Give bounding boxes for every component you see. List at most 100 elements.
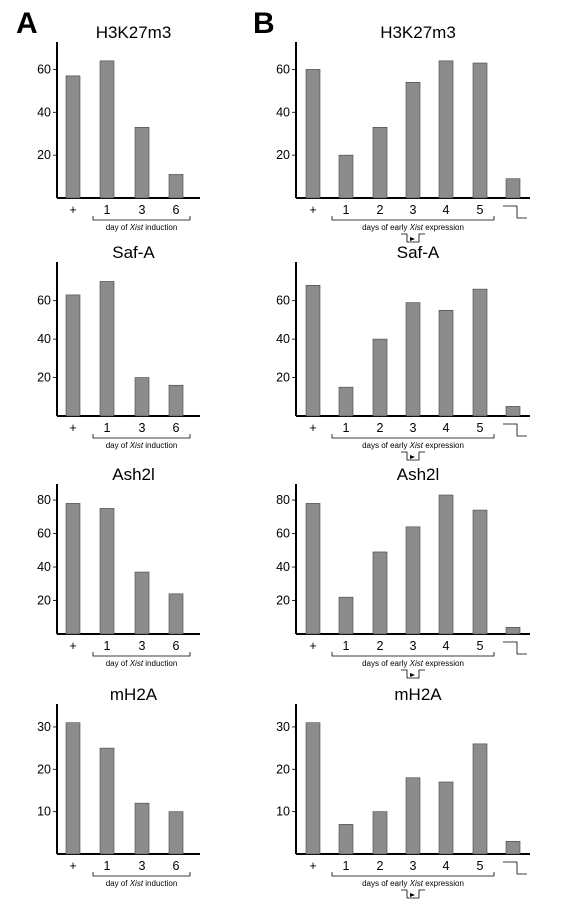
y-tick-label: 30 — [276, 720, 290, 734]
bar — [438, 60, 454, 199]
x-tick-label: + — [309, 639, 316, 653]
y-tick-label: 20 — [37, 371, 51, 385]
x-tick-label: 5 — [477, 639, 484, 653]
bar — [305, 69, 321, 199]
chart-title: mH2A — [110, 685, 158, 704]
x-tick-label: 2 — [377, 203, 384, 217]
step-symbol — [503, 423, 527, 437]
bar — [505, 406, 521, 417]
x-tick-label: 3 — [139, 859, 146, 873]
bar — [134, 802, 150, 855]
x-axis-label: days of early Xist expression — [362, 659, 464, 668]
category-bracket — [92, 872, 191, 877]
y-tick-label: 30 — [37, 720, 51, 734]
category-bracket — [92, 216, 191, 221]
x-tick-label: 4 — [443, 639, 450, 653]
bar — [134, 571, 150, 635]
x-tick-label: + — [69, 421, 76, 435]
y-tick-label: 10 — [37, 805, 51, 819]
x-tick-label: 1 — [104, 421, 111, 435]
bar — [305, 284, 321, 417]
y-tick-label: 60 — [276, 62, 290, 76]
bar — [65, 75, 81, 199]
panel-label-b: B — [253, 7, 275, 40]
chart-b-h3k27m3: H3K27m3 20 40 60 + 1 2 3 4 5 days of early Xist ex… — [276, 23, 530, 243]
bar — [405, 777, 421, 855]
bar — [472, 743, 488, 855]
x-tick-label: 2 — [377, 859, 384, 873]
y-tick-label: 60 — [37, 294, 51, 308]
bar — [372, 811, 388, 855]
x-tick-label: 6 — [173, 859, 180, 873]
x-tick-label: 1 — [104, 859, 111, 873]
chart-a-h3k27m3: H3K27m3 20 40 60 + 1 3 6 day of Xist induction — [37, 23, 200, 232]
x-axis-label: day of Xist induction — [106, 441, 178, 450]
chart-title: Saf-A — [397, 243, 440, 262]
chart-title: Ash2l — [397, 465, 440, 484]
charts-container: H3K27m3 20 40 60 + 1 3 6 day of Xist induction H3… — [37, 23, 530, 899]
y-tick-label: 20 — [37, 594, 51, 608]
x-tick-label: 1 — [343, 421, 350, 435]
bar — [372, 338, 388, 417]
bar — [168, 174, 184, 199]
bar — [472, 288, 488, 417]
x-tick-label: 2 — [377, 639, 384, 653]
bar — [65, 722, 81, 855]
bar — [405, 302, 421, 417]
bar — [305, 503, 321, 635]
x-tick-label: 1 — [104, 639, 111, 653]
chart-b-ash2l: Ash2l 20 40 60 80 + 1 2 3 4 5 days of early Xist ex… — [276, 465, 530, 679]
chart-title: H3K27m3 — [96, 23, 172, 42]
x-tick-label: 1 — [343, 859, 350, 873]
chart-title: mH2A — [394, 685, 442, 704]
bar — [99, 281, 115, 417]
pulse-symbol — [401, 451, 425, 461]
bar — [65, 294, 81, 417]
x-tick-label: 1 — [343, 639, 350, 653]
x-tick-label: 4 — [443, 859, 450, 873]
y-tick-label: 40 — [37, 105, 51, 119]
x-tick-label: + — [309, 421, 316, 435]
x-axis-label: days of early Xist expression — [362, 223, 464, 232]
chart-a-saf-a: Saf-A 20 40 60 + 1 3 6 day of Xist induction — [37, 243, 200, 450]
x-tick-label: 1 — [104, 203, 111, 217]
chart-title: H3K27m3 — [380, 23, 456, 42]
category-bracket — [331, 652, 495, 657]
arrow-icon — [410, 455, 415, 459]
y-tick-label: 20 — [37, 762, 51, 776]
y-tick-label: 40 — [37, 332, 51, 346]
x-tick-label: 6 — [173, 421, 180, 435]
panel-label-a: A — [16, 7, 38, 40]
bar — [65, 503, 81, 635]
y-tick-label: 20 — [276, 371, 290, 385]
bar — [168, 811, 184, 855]
chart-b-mh2a: mH2A 10 20 30 + 1 2 3 4 5 days of early Xist expre… — [276, 685, 530, 899]
bar — [99, 508, 115, 635]
chart-b-saf-a: Saf-A 20 40 60 + 1 2 3 4 5 days of early Xist expr… — [276, 243, 530, 461]
category-bracket — [331, 872, 495, 877]
x-tick-label: 3 — [139, 639, 146, 653]
bar — [134, 126, 150, 199]
bar — [438, 309, 454, 417]
arrow-icon — [410, 237, 415, 241]
step-symbol — [503, 205, 527, 219]
bar — [338, 824, 354, 855]
bar — [99, 747, 115, 855]
x-tick-label: 4 — [443, 421, 450, 435]
x-tick-label: 3 — [410, 421, 417, 435]
bar — [338, 154, 354, 199]
category-bracket — [331, 434, 495, 439]
y-tick-label: 80 — [276, 493, 290, 507]
y-tick-label: 40 — [276, 560, 290, 574]
x-tick-label: 4 — [443, 203, 450, 217]
bar — [472, 62, 488, 199]
bar — [505, 627, 521, 635]
chart-title: Saf-A — [112, 243, 155, 262]
x-axis-label: days of early Xist expression — [362, 441, 464, 450]
bar — [305, 722, 321, 855]
y-tick-label: 60 — [37, 62, 51, 76]
x-tick-label: + — [69, 859, 76, 873]
bar — [168, 384, 184, 417]
x-tick-label: 3 — [139, 421, 146, 435]
